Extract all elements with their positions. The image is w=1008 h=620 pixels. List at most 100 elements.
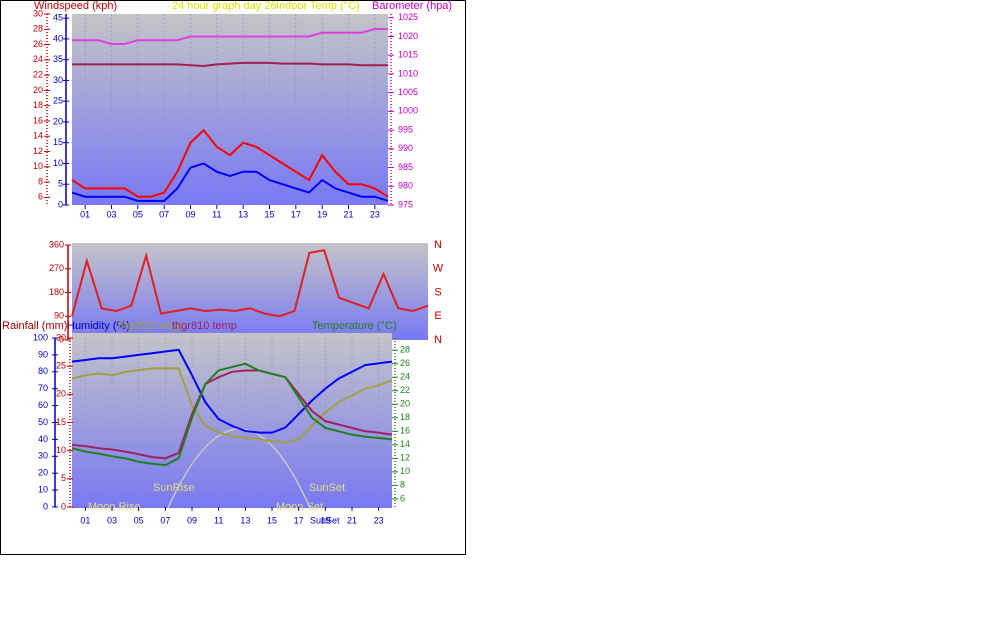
y-tick-label: 24 — [400, 372, 410, 382]
y-tick-label: 30 — [33, 8, 43, 18]
x-tick-label: 07 — [160, 515, 170, 525]
y-tick-label: 14 — [400, 439, 410, 449]
x-tick-label: 15 — [267, 515, 277, 525]
x-tick-label: 17 — [294, 515, 304, 525]
x-tick-label: 03 — [107, 515, 117, 525]
y-tick-label: 1000 — [398, 106, 418, 116]
y-tick-label: 40 — [53, 33, 63, 43]
plot-area — [72, 243, 428, 340]
y-tick-label: 70 — [38, 383, 48, 393]
direction-label: E — [434, 310, 441, 322]
series-line — [72, 61, 388, 67]
y-tick-label: 16 — [400, 426, 410, 436]
direction-label: W — [433, 263, 444, 275]
y-tick-label: 5 — [61, 473, 66, 483]
x-tick-label: 21 — [343, 209, 353, 219]
y-tick-label: 45 — [53, 13, 63, 23]
y-tick-label: 10 — [33, 161, 43, 171]
annotation: Moon Set — [276, 501, 323, 513]
x-tick-label: 03 — [106, 209, 116, 219]
y-tick-label: 18 — [33, 100, 43, 110]
y-tick-label: 1010 — [398, 68, 418, 78]
y-tick-label: 10 — [53, 158, 63, 168]
direction-label: N — [434, 239, 442, 251]
y-tick-label: 35 — [53, 54, 63, 64]
series-line — [71, 362, 393, 467]
annotation: Moon Rise — [88, 501, 141, 513]
y-tick-label: 60 — [38, 400, 48, 410]
y-tick-label: 6 — [38, 192, 43, 202]
chart-title: 24 hour graph day 26 — [172, 0, 277, 12]
y-tick-label: 1015 — [398, 50, 418, 60]
y-tick-label: 8 — [38, 176, 43, 186]
y-tick-label: 30 — [38, 451, 48, 461]
annotation: SunSet — [309, 482, 345, 494]
x-tick-label: 23 — [370, 209, 380, 219]
y-tick-label: 995 — [398, 124, 413, 134]
axis-label: Humidity (%) — [67, 320, 130, 332]
axis-label: Indoor Temp (°C) — [276, 0, 360, 12]
x-tick-label: 17 — [291, 209, 301, 219]
axis-label: Barometer (hpa) — [372, 0, 452, 12]
y-tick-label: 30 — [56, 332, 66, 342]
series-line — [72, 27, 388, 45]
y-tick-label: 28 — [400, 345, 410, 355]
x-tick-label: 09 — [187, 515, 197, 525]
series-line — [71, 249, 429, 318]
x-tick-label: 05 — [134, 515, 144, 525]
y-tick-label: 100 — [33, 332, 48, 342]
direction-label: S — [434, 286, 441, 298]
y-tick-label: 18 — [400, 412, 410, 422]
y-tick-label: 10 — [400, 466, 410, 476]
legend-label: thgr810 vlage — [118, 320, 185, 332]
x-tick-label: 07 — [159, 209, 169, 219]
x-tick-label: 13 — [238, 209, 248, 219]
plot-area — [72, 14, 388, 205]
x-tick-label: 21 — [347, 515, 357, 525]
annotation: SunRise — [153, 482, 195, 494]
y-tick-label: 1025 — [398, 12, 418, 22]
series-line — [71, 162, 389, 202]
y-tick-label: 80 — [38, 366, 48, 376]
y-tick-label: 5 — [58, 179, 63, 189]
axis-label: Windspeed (kph) — [34, 0, 117, 12]
x-tick-label: 15 — [264, 209, 274, 219]
direction-label: N — [434, 334, 442, 346]
y-tick-label: 50 — [38, 417, 48, 427]
x-tick-label: 01 — [80, 209, 90, 219]
plot-area — [72, 333, 392, 508]
legend-label: thgr810 temp — [172, 320, 237, 332]
y-tick-label: 0 — [58, 199, 63, 209]
x-tick-label: 19 — [317, 209, 327, 219]
y-tick-label: 980 — [398, 181, 413, 191]
y-tick-label: 1020 — [398, 31, 418, 41]
y-tick-label: 16 — [33, 115, 43, 125]
series-line — [71, 367, 393, 444]
y-tick-label: 22 — [33, 69, 43, 79]
x-tick-label: 23 — [374, 515, 384, 525]
annotation: SunSet — [310, 515, 340, 525]
series-line — [71, 369, 393, 460]
y-tick-label: 975 — [398, 199, 413, 209]
y-tick-label: 10 — [38, 484, 48, 494]
y-tick-label: 180 — [49, 287, 64, 297]
y-tick-label: 28 — [33, 24, 43, 34]
y-tick-label: 1005 — [398, 87, 418, 97]
y-tick-label: 25 — [56, 361, 66, 371]
y-tick-label: 985 — [398, 162, 413, 172]
y-tick-label: 270 — [49, 263, 64, 273]
y-tick-label: 90 — [54, 311, 64, 321]
series-line — [71, 348, 393, 434]
y-tick-label: 990 — [398, 143, 413, 153]
x-tick-label: 11 — [212, 209, 221, 219]
x-tick-label: 11 — [214, 515, 223, 525]
series-line — [71, 128, 389, 198]
y-tick-label: 0 — [61, 501, 66, 511]
y-tick-label: 30 — [53, 75, 63, 85]
y-tick-label: 20 — [56, 389, 66, 399]
y-tick-label: 22 — [400, 385, 410, 395]
y-tick-label: 0 — [59, 334, 64, 344]
axis-label: Temperature (°C) — [312, 320, 396, 332]
y-tick-label: 25 — [53, 96, 63, 106]
